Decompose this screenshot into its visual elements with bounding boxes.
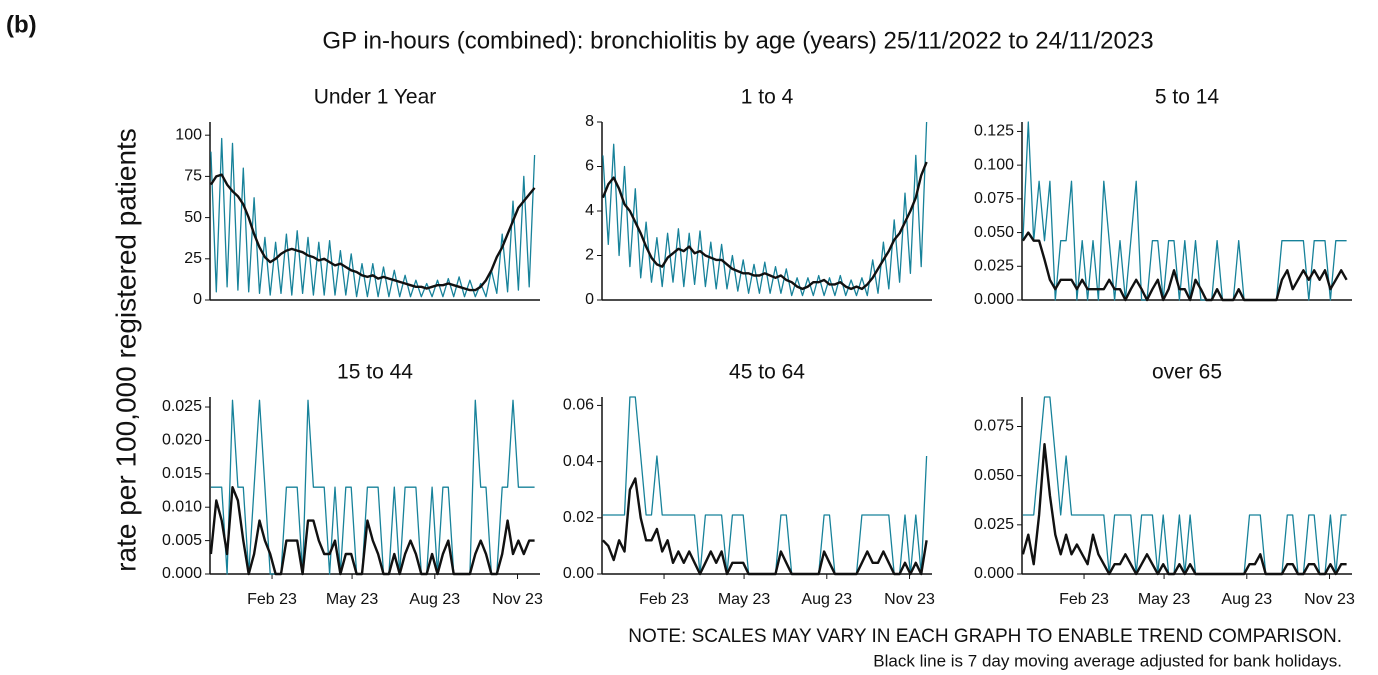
y-tick-label: 0.000 (162, 565, 202, 582)
series-line (209, 173, 536, 292)
y-tick-label: 0.04 (563, 453, 594, 470)
x-tick-label: May 23 (326, 591, 379, 608)
y-tick-label: 6 (585, 158, 594, 175)
series-line (209, 486, 535, 576)
y-tick-label: 0.075 (974, 418, 1014, 435)
y-tick-label: 50 (184, 209, 202, 226)
series-line (602, 396, 928, 575)
y-tick-label: 8 (585, 113, 594, 130)
y-tick-label: 0.00 (563, 565, 594, 582)
x-tick-label: Nov 23 (1304, 591, 1355, 608)
y-tick-label: 0.020 (162, 432, 202, 449)
y-tick-label: 0.005 (162, 532, 202, 549)
chart-title: GP in-hours (combined): bronchiolitis by… (322, 27, 1153, 54)
panel-title: 5 to 14 (1155, 86, 1220, 109)
y-tick-label: 0.015 (162, 465, 202, 482)
note: NOTE: SCALES MAY VARY IN EACH GRAPH TO E… (628, 626, 1342, 647)
y-axis-label: rate per 100,000 registered patients (110, 128, 141, 572)
series-line (601, 161, 928, 291)
x-tick-label: Feb 23 (639, 591, 689, 608)
series-line (602, 477, 928, 576)
series-line (210, 137, 536, 298)
x-tick-label: Aug 23 (1221, 591, 1272, 608)
note: Black line is 7 day moving average adjus… (873, 651, 1342, 670)
series-line (210, 399, 535, 575)
y-tick-label: 0.100 (974, 156, 1014, 173)
panel-title: 15 to 44 (337, 361, 413, 384)
y-tick-label: 0.010 (162, 498, 202, 515)
series-line (1021, 231, 1348, 302)
x-tick-label: Feb 23 (1059, 591, 1109, 608)
y-tick-label: 0 (585, 291, 594, 308)
series-line (1022, 121, 1347, 301)
panel-title: 45 to 64 (729, 361, 805, 384)
y-tick-label: 0.075 (974, 190, 1014, 207)
x-tick-label: Nov 23 (492, 591, 543, 608)
y-tick-label: 0.025 (162, 398, 202, 415)
y-tick-label: 0.06 (563, 397, 594, 414)
panel-label: (b) (6, 11, 37, 38)
y-tick-label: 0.02 (563, 509, 594, 526)
y-tick-label: 100 (175, 126, 202, 143)
y-tick-label: 0.050 (974, 224, 1014, 241)
y-tick-label: 0.125 (974, 123, 1014, 140)
panel-title: over 65 (1152, 361, 1222, 384)
x-tick-label: Nov 23 (884, 591, 935, 608)
x-tick-label: Feb 23 (247, 591, 297, 608)
x-tick-label: May 23 (1138, 591, 1191, 608)
y-tick-label: 0 (193, 291, 202, 308)
x-tick-label: May 23 (718, 591, 771, 608)
y-tick-label: 25 (184, 250, 202, 267)
panel-title: 1 to 4 (741, 86, 794, 109)
series-line (1021, 443, 1347, 576)
y-tick-label: 0.000 (974, 291, 1014, 308)
y-tick-label: 75 (184, 168, 202, 185)
x-tick-label: Aug 23 (801, 591, 852, 608)
y-tick-label: 4 (585, 202, 594, 219)
panel-title: Under 1 Year (314, 86, 437, 109)
series-line (602, 121, 928, 297)
y-tick-label: 2 (585, 247, 594, 264)
x-tick-label: Aug 23 (409, 591, 460, 608)
y-tick-label: 0.050 (974, 467, 1014, 484)
y-tick-label: 0.025 (974, 516, 1014, 533)
y-tick-label: 0.025 (974, 258, 1014, 275)
y-tick-label: 0.000 (974, 565, 1014, 582)
series-line (1022, 396, 1347, 575)
